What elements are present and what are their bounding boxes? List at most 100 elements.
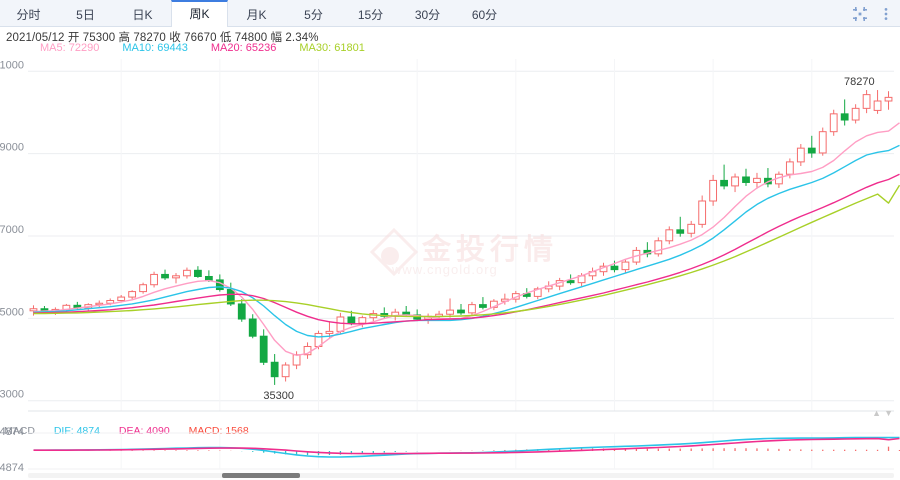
y-axis-label: 45000 [0, 306, 24, 318]
candle [161, 269, 169, 280]
x-axis-label: 2020/9 [500, 414, 532, 415]
macd-label: MACD [4, 425, 35, 437]
macd-panel[interactable]: 4874 -4874 [0, 421, 900, 473]
candle [139, 282, 147, 294]
candle [95, 300, 104, 308]
candle [643, 242, 652, 258]
candle [698, 195, 707, 228]
tab-8[interactable]: 60分 [471, 8, 498, 22]
macd-line-dea [33, 437, 900, 455]
low-price-annotation: 35300 [263, 390, 294, 402]
candle [259, 329, 268, 366]
candle [709, 174, 718, 206]
candle [303, 342, 312, 359]
horizontal-scroll-thumb[interactable] [222, 473, 300, 478]
x-axis-label: 2020/3 [204, 414, 236, 415]
candle [676, 216, 685, 237]
candle [731, 173, 739, 193]
candle [194, 266, 202, 278]
ma5-legend: MA5: 72290 [40, 42, 100, 54]
candle [325, 321, 334, 338]
candle [457, 303, 465, 315]
ma-line-MA20 [33, 173, 900, 325]
candle [248, 314, 257, 339]
scroll-arrows-icon[interactable]: ▲▼ [872, 408, 896, 418]
tab-4[interactable]: 月K [246, 8, 267, 22]
y-axis-label: 69000 [0, 142, 24, 154]
candle [479, 297, 487, 310]
candle [807, 135, 816, 158]
candle [610, 260, 619, 273]
period-tabbar: 分时 5日 日K 周K 月K 5分 15分 30分 60分 [0, 0, 900, 27]
candlestick-svg: 81000 69000 57000 45000 33000 78270 35300 2019/… [0, 59, 900, 415]
candle [128, 290, 137, 300]
macd-dea: DEA: 4090 [118, 425, 170, 437]
candle [183, 267, 191, 279]
macd-y-label-bottom: -4874 [0, 462, 24, 473]
ma30-legend: MA30: 61801 [299, 42, 365, 54]
macd-macd: MACD: 1568 [188, 425, 249, 437]
horizontal-scroll-track[interactable] [28, 473, 894, 478]
macd-y-label-top: 4874 [0, 426, 24, 438]
candle [720, 164, 728, 190]
fullscreen-collapse-icon[interactable] [852, 6, 868, 22]
candle [764, 168, 772, 188]
candle [172, 273, 180, 284]
macd-legend: MACD DIF: 4874 DEA: 4090 MACD: 1568 [4, 425, 265, 437]
y-axis-label: 81000 [0, 59, 24, 71]
candlestick-plot[interactable]: 81000 69000 57000 45000 33000 78270 35300 2019/… [0, 55, 900, 415]
candle [270, 354, 279, 385]
candle [873, 90, 882, 114]
tab-5[interactable]: 5分 [304, 8, 323, 22]
candle [840, 99, 849, 126]
x-axis-label: 2020/5 [302, 414, 334, 415]
candle [818, 127, 827, 156]
candle [150, 271, 158, 288]
candle [687, 220, 696, 238]
period-tabs: 分时 5日 日K 周K 月K 5分 15分 30分 60分 [0, 0, 513, 27]
candle [654, 237, 663, 257]
x-axis-label: 2020/11 [596, 414, 633, 415]
candle [446, 298, 454, 318]
macd-svg: 4874 -4874 [0, 426, 900, 473]
x-axis-label: 2021/1 [697, 414, 729, 415]
candle [599, 262, 608, 276]
ma-line-MA5 [33, 122, 900, 357]
candle [884, 91, 893, 110]
ma20-legend: MA20: 65236 [210, 42, 277, 54]
y-axis-label: 57000 [0, 224, 24, 236]
candle [829, 109, 838, 136]
x-axis-label: 2021/3 [796, 414, 828, 415]
x-axis-label: 2020/1 [105, 414, 137, 415]
tab-2[interactable]: 日K [132, 8, 153, 22]
high-price-annotation: 78270 [844, 76, 875, 88]
tab-0[interactable]: 分时 [16, 8, 41, 22]
more-vertical-icon[interactable] [878, 6, 894, 22]
candle [796, 144, 805, 166]
ma10-legend: MA10: 69443 [122, 42, 188, 54]
tab-6[interactable]: 15分 [357, 8, 384, 22]
x-axis-label: 2020/7 [401, 414, 433, 415]
ma-line-MA30 [33, 184, 900, 318]
candle [851, 104, 860, 124]
candle [281, 362, 290, 382]
tab-7[interactable]: 30分 [414, 8, 441, 22]
candle [742, 168, 750, 186]
x-axis-label: 2021/5/12 [847, 414, 894, 415]
candle [424, 313, 433, 324]
candle [775, 171, 783, 188]
x-axis-label: 2019/11/8 [32, 414, 78, 415]
quote-info-line: 2021/05/12 开 75300 高 78270 收 76670 低 748… [6, 32, 319, 44]
candle [468, 301, 476, 316]
candle [588, 267, 597, 280]
toolbar [852, 0, 894, 27]
macd-dif: DIF: 4874 [53, 425, 100, 437]
ma-legend: MA5: 72290 MA10: 69443 MA20: 65236 MA30:… [40, 42, 385, 54]
candle [621, 259, 630, 274]
candle [862, 90, 871, 114]
candle [753, 172, 761, 189]
candle [237, 299, 246, 322]
tab-3[interactable]: 周K [171, 0, 228, 27]
tab-1[interactable]: 5日 [76, 8, 95, 22]
